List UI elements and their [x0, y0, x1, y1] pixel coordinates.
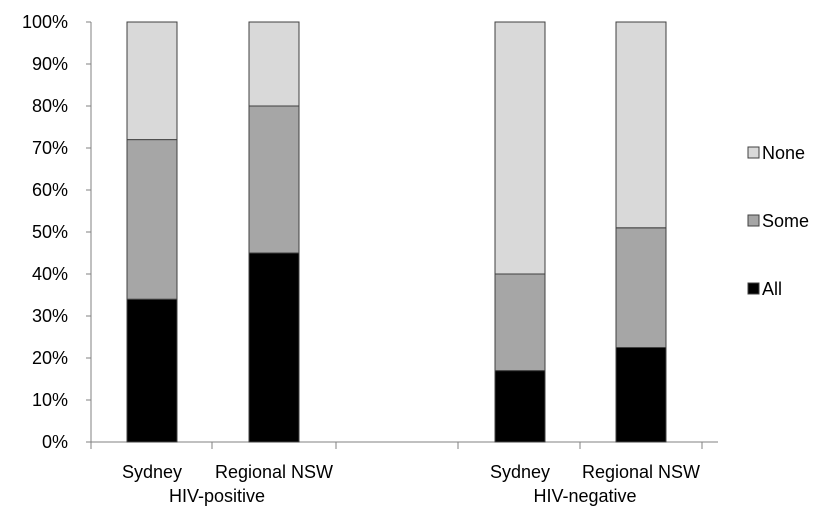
- y-tick-label: 30%: [32, 306, 68, 326]
- x-group-label: HIV-positive: [169, 486, 265, 506]
- legend-label: All: [762, 279, 782, 299]
- y-tick-label: 60%: [32, 180, 68, 200]
- bar-segment-all: [126, 298, 178, 443]
- legend-label: Some: [762, 211, 809, 231]
- legend-item-some: Some: [747, 211, 809, 231]
- bar-segment-some: [615, 227, 667, 348]
- bar-segment-none: [615, 21, 667, 229]
- bar-segment-none: [494, 21, 546, 275]
- y-tick-label: 0%: [42, 432, 68, 452]
- bar-segment-all: [615, 347, 667, 443]
- legend-swatch: [747, 282, 760, 295]
- bar-segment-some: [248, 105, 300, 254]
- bars: [126, 21, 667, 443]
- x-category-label: Sydney: [490, 462, 550, 482]
- y-tick-label: 80%: [32, 96, 68, 116]
- legend: None Some All: [747, 143, 809, 299]
- legend-item-none: None: [747, 143, 805, 163]
- legend-label: None: [762, 143, 805, 163]
- x-category-label: Regional NSW: [215, 462, 333, 482]
- bar-segment-none: [126, 21, 178, 141]
- legend-swatch: [747, 214, 760, 227]
- y-tick-label: 100%: [22, 12, 68, 32]
- bar-segment-some: [126, 139, 178, 300]
- x-group-label: HIV-negative: [533, 486, 636, 506]
- axes: [86, 21, 718, 449]
- x-category-label: Regional NSW: [582, 462, 700, 482]
- x-category-label: Sydney: [122, 462, 182, 482]
- y-tick-label: 40%: [32, 264, 68, 284]
- bar-segment-all: [248, 252, 300, 443]
- y-tick-label: 70%: [32, 138, 68, 158]
- axis-labels: 0% 10% 20% 30% 40% 50% 60% 70% 80% 90% 100% Sydney R…: [22, 12, 700, 506]
- y-tick-label: 10%: [32, 390, 68, 410]
- bar-segment-some: [494, 273, 546, 372]
- y-tick-label: 50%: [32, 222, 68, 242]
- bar-segment-all: [494, 370, 546, 443]
- bar-segment-none: [248, 21, 300, 107]
- y-tick-label: 90%: [32, 54, 68, 74]
- y-tick-label: 20%: [32, 348, 68, 368]
- legend-item-all: All: [747, 279, 782, 299]
- legend-swatch: [747, 146, 760, 159]
